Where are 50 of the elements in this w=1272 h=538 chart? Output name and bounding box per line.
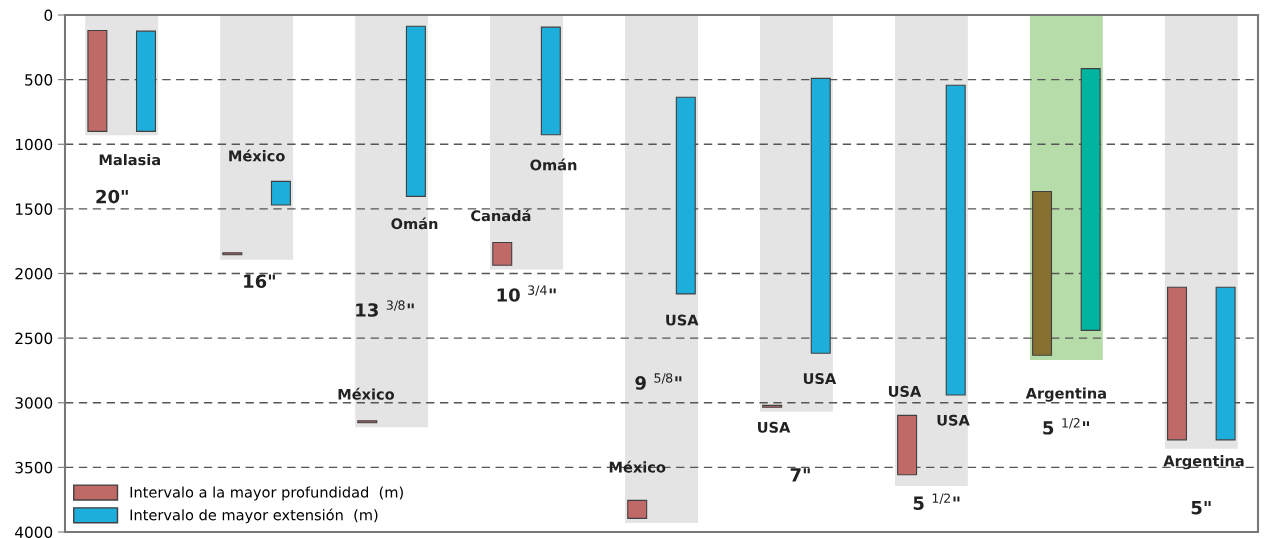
annotation: Argentina — [1163, 455, 1244, 470]
y-tick-label: 2000 — [15, 267, 53, 280]
y-tick-label: 1500 — [15, 203, 53, 215]
annotation: 5 $^{1/2}$" — [913, 493, 960, 510]
bar — [1032, 191, 1053, 356]
bar — [1080, 68, 1101, 331]
annotation: 16" — [244, 274, 275, 289]
bar — [220, 15, 294, 260]
legend-label: Intervalo a la mayor profundidad (m) — [130, 486, 403, 501]
annotation: Canadá — [471, 209, 531, 222]
bar — [87, 29, 108, 132]
annotation: USA — [888, 385, 922, 397]
bar — [675, 96, 696, 295]
y-tick-label: 3000 — [15, 397, 53, 409]
annotation: Argentina — [1025, 387, 1106, 402]
annotation: USA — [666, 314, 699, 326]
bar — [810, 77, 831, 354]
annotation: 5" — [1191, 501, 1211, 515]
y-tick-label: 3500 — [15, 461, 53, 474]
bar — [627, 499, 648, 519]
annotation: 5 $^{1/2}$" — [1043, 418, 1089, 435]
annotation: 20" — [96, 189, 128, 204]
annotation: 9 $^{5/8}$" — [635, 373, 682, 390]
y-tick-label: 500 — [25, 74, 53, 86]
annotation: USA — [937, 414, 970, 426]
annotation: USA — [803, 373, 837, 385]
annotation: México — [609, 460, 666, 473]
annotation: México — [229, 149, 285, 162]
annotation: Omán — [391, 217, 438, 230]
y-tick-label: 1000 — [15, 138, 53, 151]
y-tick-label: 4000 — [15, 526, 53, 538]
bar — [540, 26, 561, 136]
y-tick-label: 2500 — [15, 332, 53, 345]
annotation: 10 $^{3/4}$" — [497, 285, 556, 302]
bar — [1167, 286, 1188, 441]
bar — [897, 414, 918, 476]
bar — [270, 180, 291, 206]
annotation: 13 $^{3/8}$" — [356, 300, 414, 317]
y-tick-label: 0 — [44, 9, 53, 22]
annotation: México — [338, 387, 395, 400]
bar — [492, 241, 513, 266]
annotation: Malasia — [99, 154, 160, 166]
bar — [1215, 286, 1236, 441]
legend-label: Intervalo de mayor extensión (m) — [130, 508, 378, 524]
annotation: Omán — [530, 158, 577, 171]
annotation: USA — [758, 421, 791, 433]
annotation: 7" — [790, 468, 810, 482]
bar — [945, 84, 966, 396]
bar — [405, 25, 426, 197]
bar — [135, 30, 156, 132]
